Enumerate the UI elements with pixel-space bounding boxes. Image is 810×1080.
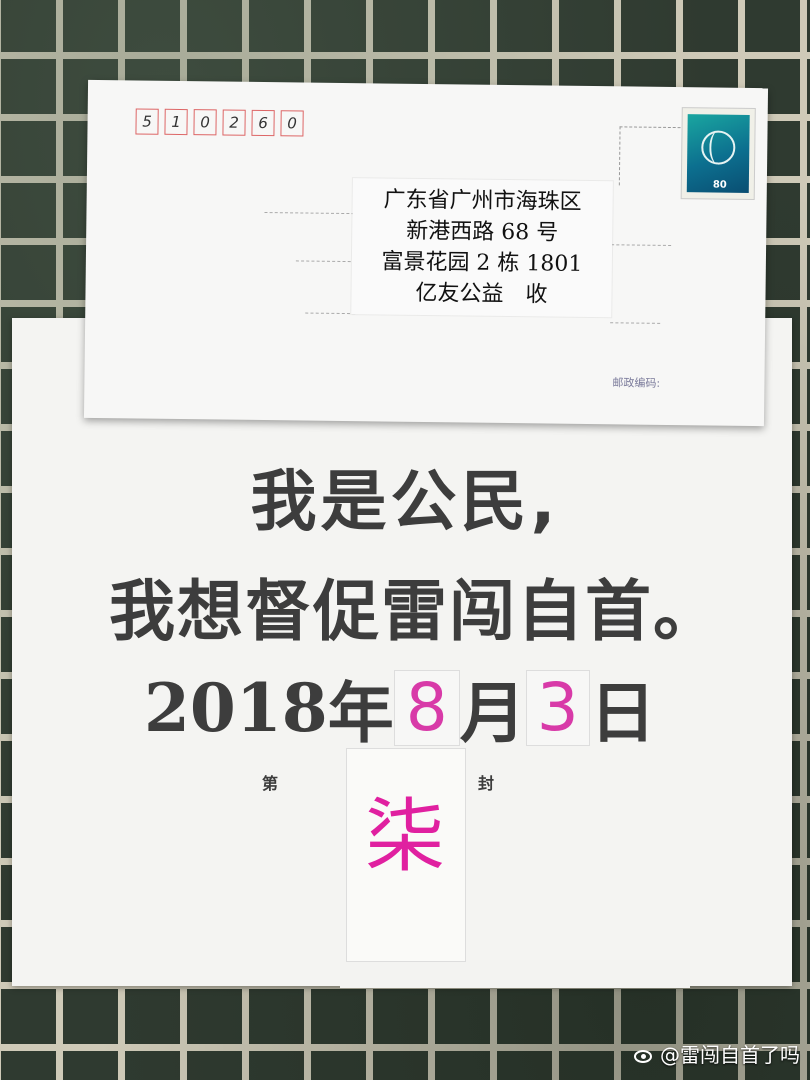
letter-date: 2018 年 8 月 3 日: [144, 668, 656, 752]
letter-line-2: 我想督促雷闯自首。: [109, 573, 721, 650]
address-line: 亿友公益 收: [415, 280, 548, 308]
stamp-area-outline: [618, 126, 681, 187]
date-year: 2018: [144, 669, 328, 747]
address-line: 富景花园 2 栋 1801: [381, 249, 583, 277]
letter-line-1: 我是公民,: [250, 463, 560, 540]
address-guide-lines: [88, 80, 768, 324]
postage-stamp: 80: [680, 107, 756, 201]
globe-icon: [701, 130, 736, 165]
zip-digit: 2: [222, 109, 246, 136]
zip-digit: 1: [164, 108, 188, 136]
sequence-prefix: 第: [262, 774, 279, 793]
date-month-unit: 月: [459, 675, 526, 752]
address-label: 广东省广州市海珠区 新港西路 68 号 富景花园 2 栋 1801 亿友公益 收: [351, 178, 613, 318]
zip-digit: 0: [280, 110, 304, 137]
envelope: 5 1 0 2 6 0 80 广东省广州市海珠区 新港西路 68 号 富景花园 …: [83, 79, 769, 427]
zip-code-boxes: 5 1 0 2 6 0: [135, 108, 304, 137]
postcode-label: 邮政编码:: [612, 376, 661, 390]
sequence-suffix: 封: [478, 774, 495, 793]
stamp-image: 80: [686, 114, 750, 193]
weibo-icon: [632, 1044, 656, 1064]
stamp-value: 80: [712, 179, 727, 191]
paper-tab: [340, 960, 690, 988]
date-year-unit: 年: [327, 675, 394, 752]
address-line: 新港西路 68 号: [406, 218, 559, 246]
zip-digit: 0: [193, 109, 217, 136]
watermark-text: @雷闯自首了吗: [660, 1043, 800, 1067]
date-day-handwritten: 3: [525, 670, 590, 746]
sequence-number-handwritten: 柒: [365, 790, 445, 883]
address-line: 广东省广州市海珠区: [383, 187, 582, 215]
weibo-watermark: @雷闯自首了吗: [632, 1039, 800, 1068]
sequence-patch: [346, 748, 466, 962]
date-month-handwritten: 8: [393, 670, 460, 746]
date-day-unit: 日: [589, 675, 656, 752]
zip-digit: 6: [251, 109, 275, 137]
zip-digit: 5: [135, 108, 159, 135]
